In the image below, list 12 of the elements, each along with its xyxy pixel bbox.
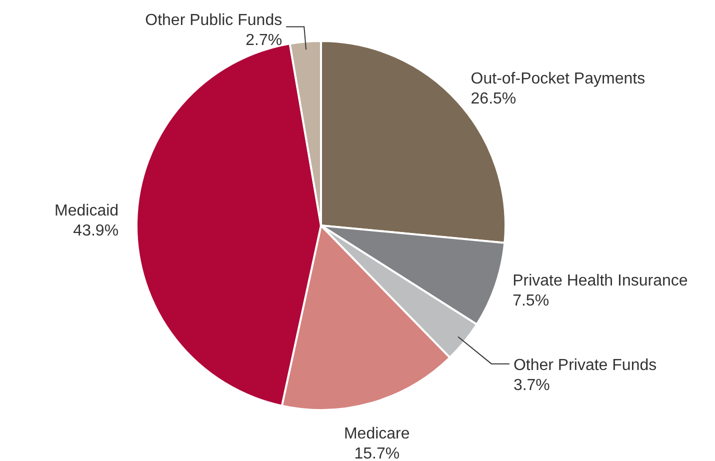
slice-label: Medicare	[344, 426, 410, 443]
data-label: 7.5%	[512, 292, 550, 310]
data-label: 2.7%	[246, 32, 282, 50]
data-label: 3.7%	[513, 377, 550, 394]
data-label: 43.9%	[73, 222, 119, 240]
slice-label: Other Public Funds	[145, 12, 282, 30]
data-label: 15.7%	[354, 446, 400, 461]
slice-label: Out-of-Pocket Payments	[470, 70, 646, 88]
data-label: 26.5%	[470, 90, 516, 108]
slice-label: Other Private Funds	[513, 357, 657, 374]
slice-label: Medicaid	[54, 202, 119, 220]
slice-label: Private Health Insurance	[512, 272, 688, 290]
